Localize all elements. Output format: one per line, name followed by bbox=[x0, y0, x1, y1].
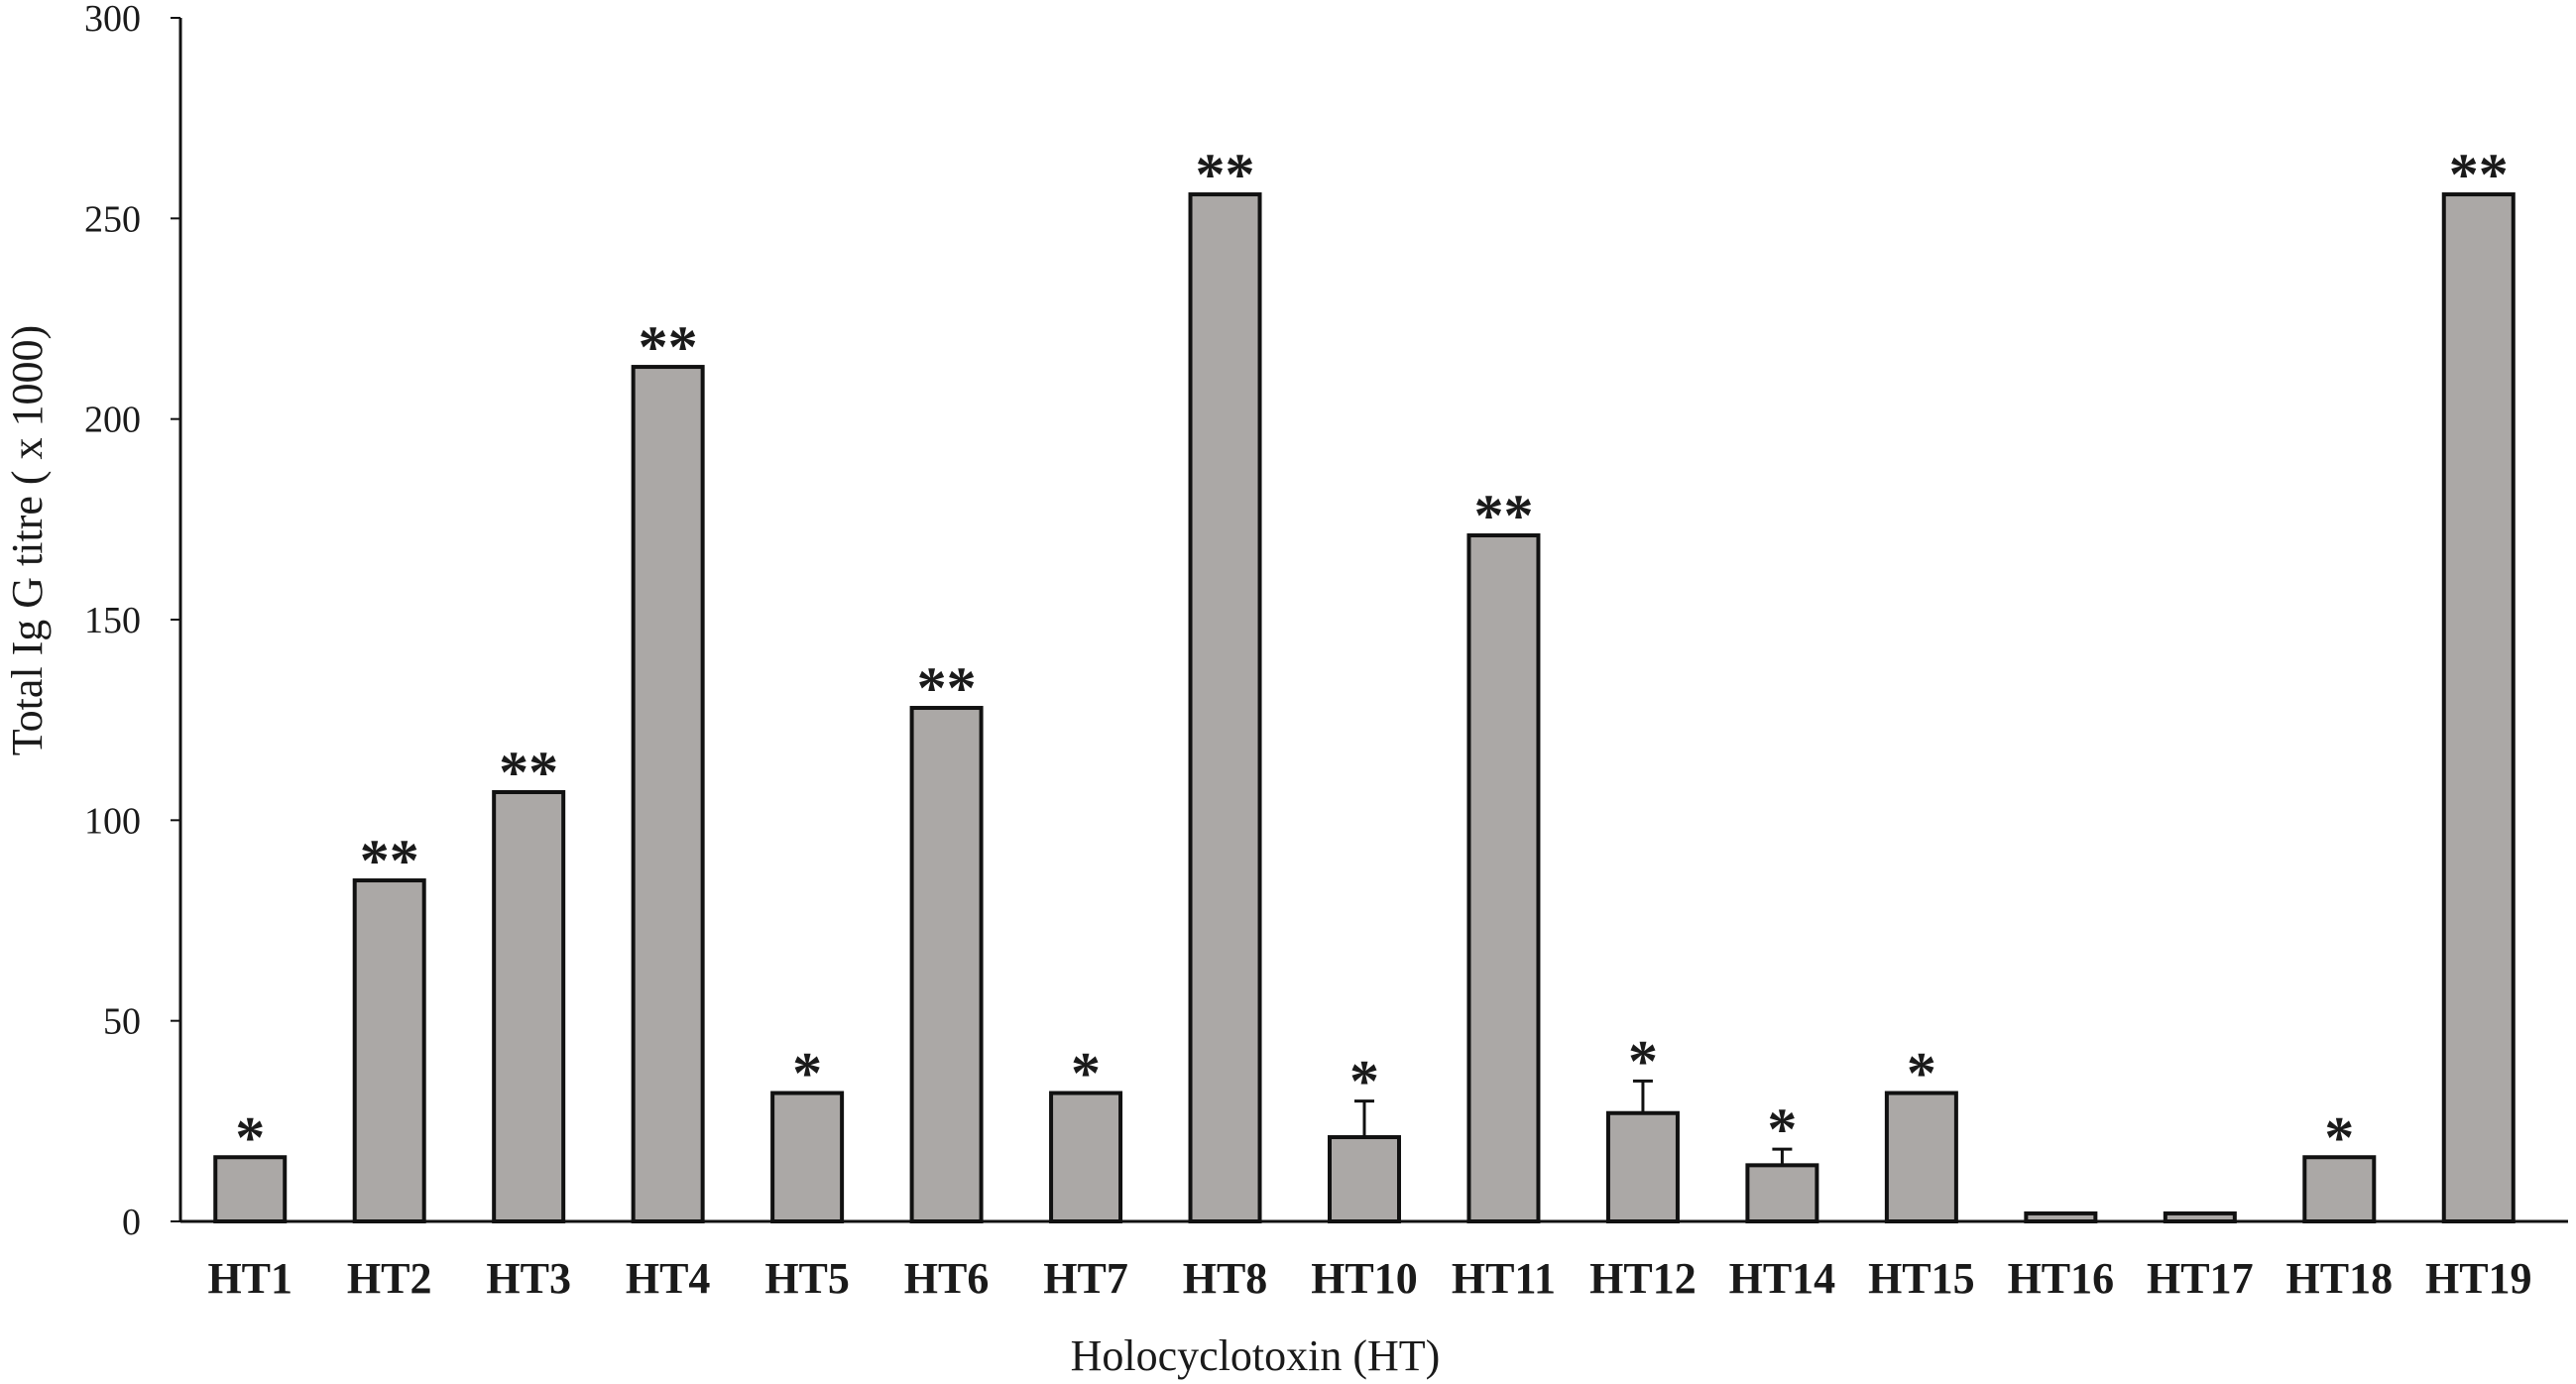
bar-ht6 bbox=[909, 706, 984, 1223]
bars bbox=[213, 192, 2516, 1224]
significance-marks: ********************** bbox=[235, 142, 2509, 1170]
bar-ht14 bbox=[1745, 1163, 1819, 1224]
category-label-ht18: HT18 bbox=[2286, 1254, 2394, 1303]
category-label-ht4: HT4 bbox=[626, 1254, 711, 1303]
category-label-ht16: HT16 bbox=[2008, 1254, 2115, 1303]
category-label-ht15: HT15 bbox=[1868, 1254, 1975, 1303]
y-axis-title: Total Ig G titre ( x 1000) bbox=[3, 325, 52, 755]
y-axis-ticks: 0 50 100 150 200 250 300 bbox=[84, 0, 180, 1243]
significance-mark-ht15: * bbox=[1907, 1041, 1936, 1106]
category-label-ht2: HT2 bbox=[347, 1254, 432, 1303]
category-label-ht12: HT12 bbox=[1589, 1254, 1697, 1303]
category-label-ht7: HT7 bbox=[1043, 1254, 1128, 1303]
category-label-ht1: HT1 bbox=[207, 1254, 293, 1303]
bar-ht5 bbox=[770, 1091, 845, 1224]
y-tick-label: 200 bbox=[84, 400, 141, 441]
significance-mark-ht14: * bbox=[1767, 1096, 1797, 1162]
bar-ht19 bbox=[2441, 192, 2516, 1223]
category-label-ht5: HT5 bbox=[764, 1254, 850, 1303]
significance-mark-ht3: ** bbox=[499, 740, 558, 805]
error-bars bbox=[1354, 1079, 1793, 1166]
category-label-ht6: HT6 bbox=[904, 1254, 990, 1303]
category-label-ht10: HT10 bbox=[1311, 1254, 1418, 1303]
category-label-ht8: HT8 bbox=[1183, 1254, 1268, 1303]
significance-mark-ht2: ** bbox=[360, 828, 419, 893]
category-label-ht3: HT3 bbox=[486, 1254, 571, 1303]
x-axis-categories: HT1 HT2 HT3 HT4 HT5 HT6 HT7 HT8 HT10 HT11 HT12 HT14… bbox=[207, 1254, 2531, 1303]
category-label-ht17: HT17 bbox=[2147, 1254, 2254, 1303]
bar-ht11 bbox=[1466, 533, 1541, 1223]
category-label-ht19: HT19 bbox=[2425, 1254, 2532, 1303]
significance-mark-ht5: * bbox=[792, 1041, 822, 1106]
significance-mark-ht4: ** bbox=[639, 314, 698, 380]
x-axis-title: Holocyclotoxin (HT) bbox=[1071, 1331, 1441, 1380]
significance-mark-ht12: * bbox=[1628, 1028, 1658, 1094]
significance-mark-ht19: ** bbox=[2449, 142, 2509, 207]
bar-ht7 bbox=[1049, 1091, 1123, 1224]
y-tick-label: 300 bbox=[84, 0, 141, 40]
bar-ht4 bbox=[631, 365, 705, 1223]
significance-mark-ht8: ** bbox=[1196, 142, 1255, 207]
y-tick-label: 50 bbox=[103, 1001, 141, 1043]
bar-ht8 bbox=[1188, 192, 1262, 1223]
significance-mark-ht11: ** bbox=[1473, 483, 1533, 548]
category-label-ht11: HT11 bbox=[1452, 1254, 1556, 1303]
category-label-ht14: HT14 bbox=[1729, 1254, 1836, 1303]
bar-ht2 bbox=[352, 878, 426, 1223]
bar-ht3 bbox=[492, 790, 566, 1223]
significance-mark-ht18: * bbox=[2324, 1104, 2354, 1170]
bar-ht10 bbox=[1328, 1135, 1401, 1224]
bar-ht12 bbox=[1605, 1110, 1680, 1223]
bar-ht18 bbox=[2302, 1155, 2377, 1223]
significance-mark-ht6: ** bbox=[917, 655, 977, 721]
bar-ht15 bbox=[1884, 1091, 1958, 1224]
significance-mark-ht10: * bbox=[1349, 1049, 1379, 1114]
y-tick-label: 100 bbox=[84, 800, 141, 842]
y-tick-label: 0 bbox=[122, 1202, 141, 1243]
y-tick-label: 250 bbox=[84, 198, 141, 240]
significance-mark-ht7: * bbox=[1071, 1041, 1101, 1106]
significance-mark-ht1: * bbox=[235, 1104, 265, 1170]
y-tick-label: 150 bbox=[84, 600, 141, 641]
